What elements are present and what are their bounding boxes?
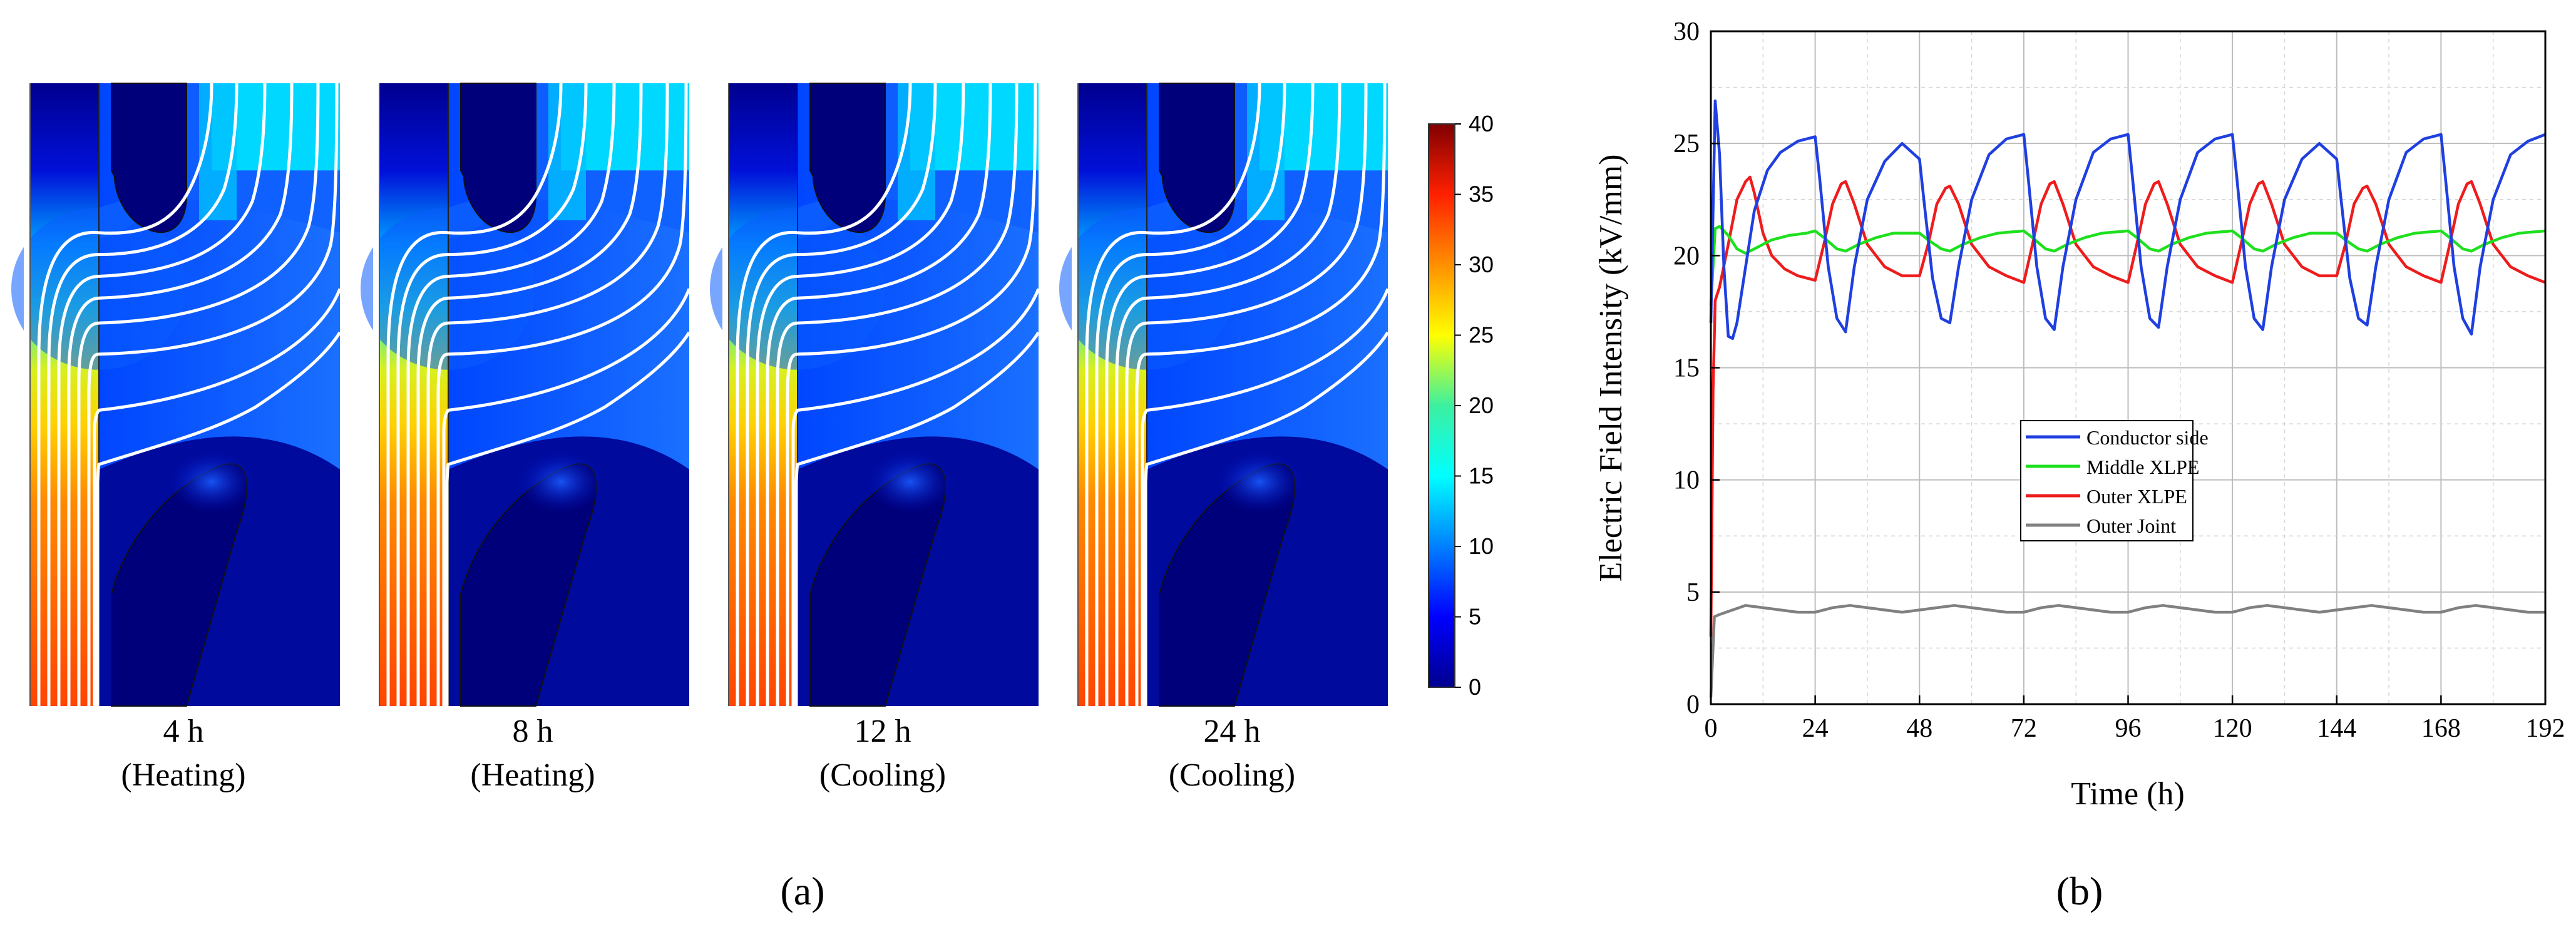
x-tick-label: 144 [2317, 714, 2356, 743]
chart-series [1709, 99, 2546, 698]
colorbar-tick-label: 5 [1469, 604, 1481, 630]
y-tick-label: 20 [1673, 242, 1700, 270]
x-tick-label: 192 [2526, 714, 2565, 743]
x-tick-label: 24 [1802, 714, 1829, 743]
chart-ticks: 0 24 48 72 96 120 144 168 192 0 5 10 15 20 25 30 [1673, 18, 2565, 743]
x-tick-label: 48 [1906, 714, 1932, 743]
x-tick-label: 72 [2011, 714, 2037, 743]
series-line-outer-joint [1709, 604, 2545, 698]
field-map-12h [710, 83, 1039, 706]
chart-grid [1711, 31, 2545, 704]
x-tick-label: 120 [2213, 714, 2252, 743]
x-tick-label: 0 [1705, 714, 1718, 743]
y-tick-label: 15 [1673, 354, 1700, 383]
colorbar-tick-label: 20 [1469, 392, 1494, 418]
y-tick-label: 5 [1686, 578, 1700, 607]
map-2-time: 8 h [513, 714, 553, 749]
series-line-middle-xlpe [1709, 225, 2546, 305]
legend-box [2020, 420, 2194, 541]
panel-a-label: (a) [780, 869, 824, 913]
chart-legend: Conductor side Middle XLPE Outer XLPE Outer… [2020, 420, 2209, 541]
colorbar-tick-label: 25 [1469, 322, 1494, 348]
colorbar-tick-label: 30 [1469, 252, 1494, 277]
series-line-outer-xlpe [1709, 175, 2546, 637]
field-map-8h [361, 83, 689, 706]
colorbar-tick-label: 15 [1469, 463, 1494, 489]
map-4-mode: (Cooling) [1169, 757, 1295, 793]
panel-b: 0 24 48 72 96 120 144 168 192 0 5 10 15 20 25 30 Conduc… [1593, 18, 2565, 913]
y-tick-label: 10 [1673, 466, 1700, 495]
field-map-24h [1059, 83, 1388, 706]
map-4-time: 24 h [1204, 714, 1261, 749]
map-1-time: 4 h [163, 714, 204, 749]
map-1-mode: (Heating) [121, 757, 245, 793]
y-axis-label: Electric Field Intensity (kV/mm) [1593, 154, 1629, 581]
field-map-4h [11, 83, 340, 706]
panel-a: 4 h (Heating) 8 h (Heating) 12 h (Coolin… [11, 83, 1494, 913]
legend-entry: Conductor side [2086, 426, 2209, 449]
y-tick-label: 25 [1673, 130, 1700, 158]
legend-entry: Middle XLPE [2086, 456, 2199, 478]
map-2-mode: (Heating) [470, 757, 595, 793]
x-tick-label: 96 [2115, 714, 2142, 743]
colorbar [1428, 123, 1455, 688]
legend-entry: Outer XLPE [2086, 485, 2187, 508]
colorbar-tick-label: 40 [1469, 111, 1494, 136]
x-axis-label: Time (h) [2071, 776, 2185, 812]
y-tick-label: 30 [1673, 18, 1700, 46]
y-tick-label: 0 [1686, 690, 1700, 719]
series-line-conductor-side [1709, 99, 2546, 341]
colorbar-tick-label: 10 [1469, 533, 1494, 559]
map-3-time: 12 h [854, 714, 911, 749]
x-tick-label: 168 [2421, 714, 2461, 743]
map-3-mode: (Cooling) [819, 757, 946, 793]
colorbar-ticks: 0 5 10 15 20 25 30 35 40 [1455, 111, 1494, 700]
panel-b-label: (b) [2056, 869, 2103, 913]
colorbar-tick-label: 0 [1469, 674, 1481, 700]
legend-entry: Outer Joint [2086, 515, 2176, 537]
colorbar-tick-label: 35 [1469, 182, 1494, 207]
